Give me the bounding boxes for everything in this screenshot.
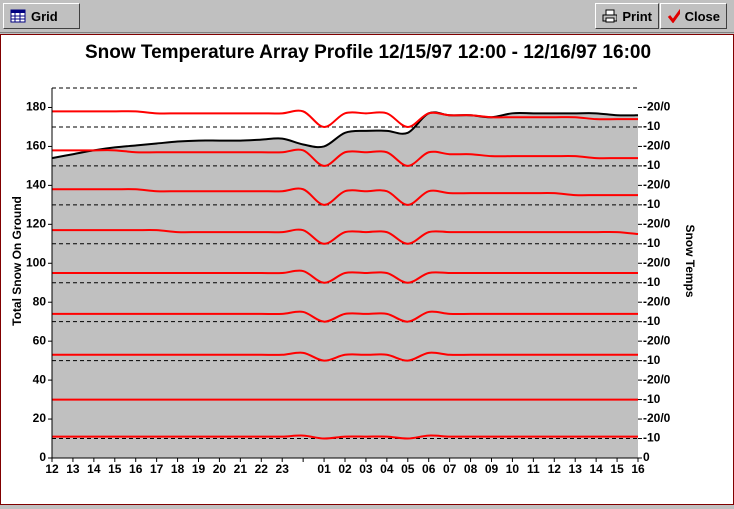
x-tick-label: 08 [464,462,478,476]
y-tick-label: 20 [33,411,47,425]
y-tick-label: 80 [33,294,47,308]
y2-tick-label: 0 [643,450,650,464]
y-axis-label: Total Snow On Ground [10,196,24,326]
grid-icon [10,9,26,23]
print-button[interactable]: Print [595,3,659,29]
snow-area [52,112,638,458]
y2-tick-label: -20/0 [643,178,671,192]
y2-tick-label: -20/0 [643,294,671,308]
y2-tick-label: -10 [643,431,661,445]
x-tick-label: 03 [359,462,373,476]
x-tick-label: 19 [192,462,206,476]
chart: Snow Temperature Array Profile 12/15/97 … [10,42,697,476]
y2-tick-label: -10 [643,392,661,406]
y2-tick-label: -20/0 [643,411,671,425]
x-tick-label: 12 [45,462,59,476]
grid-button[interactable]: Grid [3,3,80,29]
y2-tick-label: -10 [643,119,661,133]
y2-tick-label: -20/0 [643,139,671,153]
x-tick-label: 17 [150,462,164,476]
y2-tick-label: -10 [643,314,661,328]
x-tick-label: 07 [443,462,457,476]
y-tick-label: 40 [33,372,47,386]
y2-tick-label: -20/0 [643,372,671,386]
x-tick-label: 11 [527,462,540,476]
temp-line [52,109,638,128]
chart-title: Snow Temperature Array Profile 12/15/97 … [85,42,651,63]
x-tick-label: 15 [610,462,624,476]
y2-tick-label: -10 [643,197,661,211]
temp-line [51,269,638,284]
y2-tick-label: -20/0 [643,255,671,269]
x-tick-label: 22 [255,462,269,476]
y2-tick-label: -10 [643,236,661,250]
x-tick-label: 02 [338,462,352,476]
x-tick-label: 18 [171,462,185,476]
x-tick-label: 14 [87,462,101,476]
x-tick-label: 01 [317,462,331,476]
y2-tick-label: -20/0 [643,100,671,114]
y2-tick-label: -20/0 [643,216,671,230]
x-tick-label: 04 [380,462,394,476]
temp-line [52,187,638,206]
x-tick-label: 13 [66,462,80,476]
check-icon [667,9,680,23]
close-button[interactable]: Close [660,3,727,29]
y2-tick-label: -10 [643,275,661,289]
y-tick-label: 60 [33,333,47,347]
x-tick-label: 14 [589,462,603,476]
y2-tick-label: -10 [643,353,661,367]
button-label: Print [622,8,652,24]
x-tick-label: 16 [631,462,645,476]
y-tick-label: 160 [26,139,46,153]
y-tick-label: 100 [26,255,46,269]
x-tick-label: 16 [129,462,143,476]
y-tick-label: 140 [26,178,46,192]
y-tick-label: 120 [26,216,46,230]
temp-line [52,228,639,245]
x-tick-label: 12 [548,462,562,476]
x-tick-label: 09 [485,462,499,476]
y-tick-label: 0 [39,450,46,464]
chart-panel: Snow Temperature Array Profile 12/15/97 … [0,34,734,505]
y-tick-label: 180 [26,100,46,114]
x-tick-label: 15 [108,462,122,476]
button-label: Grid [31,8,58,24]
button-label: Close [684,8,720,24]
x-tick-label: 06 [422,462,436,476]
x-tick-label: 05 [401,462,415,476]
y2-tick-label: -20/0 [643,333,671,347]
x-tick-label: 21 [234,462,248,476]
toolbar: Grid Print Close [0,0,734,33]
x-tick-label: 10 [506,462,520,476]
x-tick-label: 20 [213,462,227,476]
temp-line [52,351,638,362]
temp-line [52,310,638,323]
temp-line [52,434,639,440]
y2-axis-label: Snow Temps [683,224,697,297]
y2-tick-label: -10 [643,158,661,172]
print-icon [602,9,618,23]
temp-line [51,148,638,167]
x-tick-label: 13 [569,462,583,476]
x-tick-label: 23 [276,462,290,476]
snow-line [51,111,639,160]
